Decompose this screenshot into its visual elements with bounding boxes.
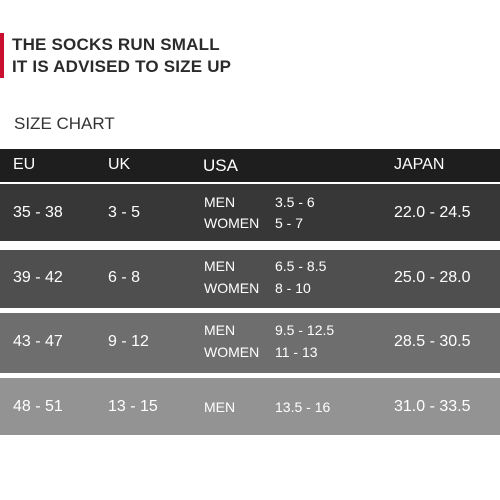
- cell-usa-size: 3.5 - 6: [275, 194, 315, 210]
- cell-japan: 31.0 - 33.5: [394, 398, 471, 415]
- cell-uk: 13 - 15: [108, 398, 158, 415]
- notice-accent-bar: [0, 33, 4, 78]
- cell-eu: 39 - 42: [13, 269, 63, 286]
- cell-uk: 9 - 12: [108, 333, 149, 350]
- cell-usa-group: WOMEN: [204, 215, 260, 231]
- cell-eu: 48 - 51: [13, 398, 63, 415]
- cell-usa-group: MEN: [204, 258, 236, 274]
- notice-line-2: IT IS ADVISED TO SIZE UP: [12, 57, 232, 76]
- cell-usa-size: 9.5 - 12.5: [275, 322, 335, 338]
- cell-usa-group: MEN: [204, 194, 236, 210]
- cell-japan: 25.0 - 28.0: [394, 269, 471, 286]
- cell-eu: 35 - 38: [13, 204, 63, 221]
- table-row: 48 - 51 13 - 15 MEN 13.5 - 16 31.0 - 33.…: [0, 378, 500, 435]
- cell-uk: 6 - 8: [108, 269, 141, 286]
- cell-usa-group: MEN: [204, 399, 236, 415]
- cell-usa-group: WOMEN: [204, 344, 260, 360]
- cell-uk: 3 - 5: [108, 204, 141, 221]
- header-eu: EU: [13, 156, 36, 173]
- header-uk: UK: [108, 156, 131, 173]
- cell-japan: 28.5 - 30.5: [394, 333, 471, 350]
- cell-usa-group: MEN: [204, 322, 236, 338]
- table-row: 35 - 38 3 - 5 MEN 3.5 - 6 WOMEN 5 - 7 22…: [0, 184, 500, 241]
- cell-usa-size: 8 - 10: [275, 280, 311, 296]
- cell-eu: 43 - 47: [13, 333, 63, 350]
- header-japan: JAPAN: [394, 156, 445, 173]
- size-table-header: EU UK USA JAPAN: [0, 149, 500, 182]
- size-chart-title: SIZE CHART: [14, 114, 115, 133]
- header-usa: USA: [203, 156, 238, 175]
- table-row: 39 - 42 6 - 8 MEN 6.5 - 8.5 WOMEN 8 - 10…: [0, 250, 500, 308]
- cell-usa-size: 5 - 7: [275, 215, 304, 231]
- table-row: 43 - 47 9 - 12 MEN 9.5 - 12.5 WOMEN 11 -…: [0, 313, 500, 373]
- notice-line-1: THE SOCKS RUN SMALL: [12, 35, 220, 54]
- size-notice: THE SOCKS RUN SMALL IT IS ADVISED TO SIZ…: [12, 34, 231, 78]
- cell-usa-size: 11 - 13: [275, 344, 318, 360]
- cell-usa-size: 13.5 - 16: [275, 399, 331, 415]
- cell-japan: 22.0 - 24.5: [394, 204, 471, 221]
- cell-usa-size: 6.5 - 8.5: [275, 258, 327, 274]
- cell-usa-group: WOMEN: [204, 280, 260, 296]
